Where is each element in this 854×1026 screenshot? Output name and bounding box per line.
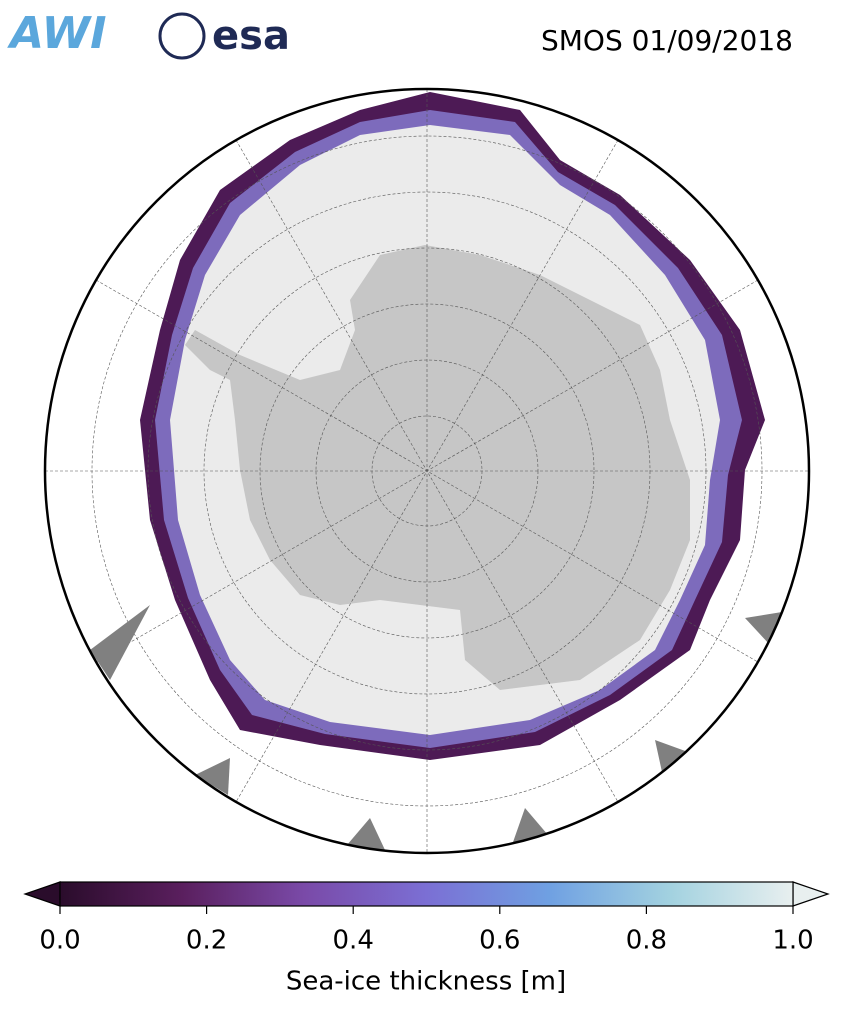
colorbar-tick-label: 0.6 xyxy=(479,926,520,956)
awi-logo: AWI xyxy=(7,8,107,59)
colorbar-tick-label: 0.2 xyxy=(186,926,227,956)
colorbar-tick-label: 0.4 xyxy=(333,926,374,956)
map xyxy=(45,89,809,853)
colorbar xyxy=(23,881,830,914)
colorbar-tick-label: 0.0 xyxy=(39,926,80,956)
map-frame xyxy=(43,87,811,855)
colorbar-label: Sea-ice thickness [m] xyxy=(286,967,566,997)
land xyxy=(90,605,782,850)
colorbar-extend-low xyxy=(23,881,61,907)
colorbar-tick-label: 1.0 xyxy=(772,926,813,956)
title: SMOS 01/09/2018 xyxy=(541,24,793,57)
esa-logo: esa xyxy=(212,13,290,59)
colorbar-tick-label: 0.8 xyxy=(626,926,667,956)
colorbar-extend-high xyxy=(792,881,830,907)
colorbar-gradient xyxy=(59,881,794,907)
graticule xyxy=(45,89,809,853)
antarctica xyxy=(185,245,690,690)
esa-logo-mark xyxy=(158,12,206,60)
